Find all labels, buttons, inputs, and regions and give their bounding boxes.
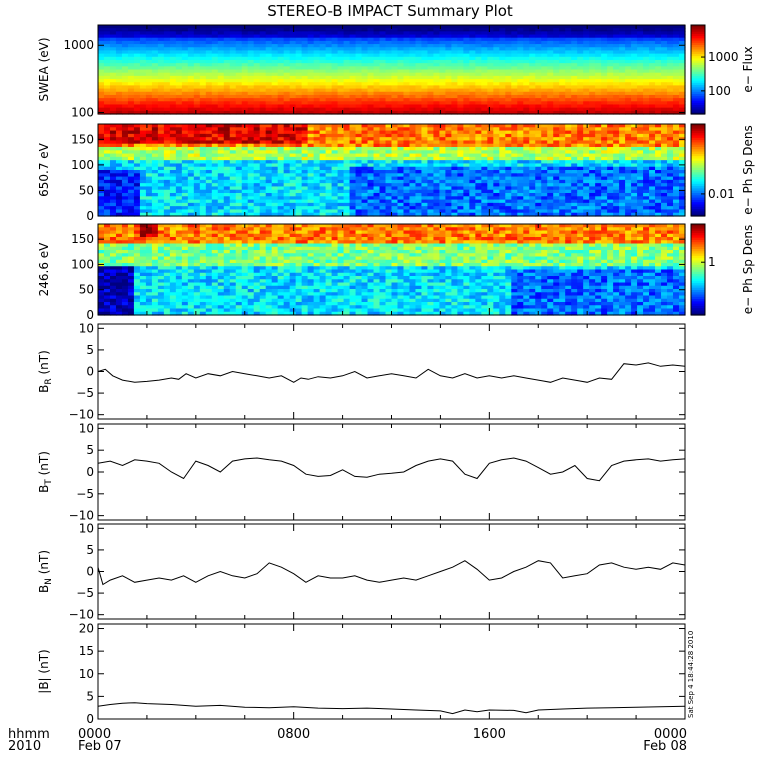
y-tick-label: −10 [69, 509, 94, 523]
y-axis-label-subscript: R [44, 378, 54, 384]
y-tick-label: 10 [79, 667, 94, 681]
spectrogram [98, 124, 686, 217]
y-tick-label: 0 [86, 365, 94, 379]
y-tick-label: 0 [86, 465, 94, 479]
date-tick-label: Feb 07 [78, 739, 122, 754]
time-tick-label: 0000 [654, 727, 687, 742]
y-axis-label-unit: (nT) [37, 649, 51, 677]
y-axis-label: BN (nT) [37, 550, 54, 593]
colorbar: 1 e− Ph Sp Dens [690, 223, 755, 316]
y-tick-label: −10 [69, 408, 94, 422]
y-tick-label: 5 [86, 543, 94, 557]
colorbar-frame [690, 223, 706, 316]
y-tick-label: −10 [69, 608, 94, 622]
panel-2: 0.01 e− Ph Sp Dens 0 50 100 150 650.7 eV [37, 123, 755, 223]
y-tick-label: 0 [86, 209, 94, 223]
colorbar-tick-label: 100 [708, 84, 731, 98]
y-axis-label: |B| (nT) [37, 649, 51, 693]
panel-frame [97, 523, 686, 620]
panel-7: 0 5 10 15 20 |B| (nT) [37, 622, 686, 726]
y-tick-label: −5 [76, 586, 94, 600]
y-axis-label-base: |B| [37, 677, 51, 693]
y-tick-label: 10 [79, 521, 94, 535]
time-tick-label: 0800 [277, 727, 310, 742]
panel-frame [97, 423, 686, 521]
time-tick-label: 1600 [473, 727, 506, 742]
panel-6: −10 −5 0 5 10 BN (nT) [37, 521, 686, 622]
colorbar-label: e− Ph Sp Dens [741, 225, 755, 314]
panel-frame [97, 323, 686, 420]
y-axis-label: BT (nT) [37, 451, 54, 493]
y-tick-label: 50 [79, 283, 94, 297]
y-tick-label: 100 [71, 106, 94, 120]
colorbar: 100 1000 e− Flux [690, 24, 755, 115]
y-tick-label: 150 [71, 232, 94, 246]
y-axis-label-base: B [37, 385, 51, 393]
y-tick-label: 5 [86, 343, 94, 357]
y-tick-label: 0 [86, 308, 94, 322]
y-tick-label: −5 [76, 386, 94, 400]
panel-3: 1 e− Ph Sp Dens 0 50 100 150 246.6 eV [37, 223, 755, 322]
y-tick-label: 100 [71, 158, 94, 172]
colorbar-tick-label: 1 [708, 255, 716, 269]
y-axis-label-subscript: T [44, 479, 54, 486]
y-tick-label: 10 [79, 321, 94, 335]
generation-timestamp: Sat Sep 4 18:44:28 2010 [687, 631, 695, 718]
y-tick-label: 5 [86, 689, 94, 703]
hhmm-label: hhmm [8, 727, 50, 742]
colorbar-label: e− Flux [741, 46, 755, 92]
y-axis-label: SWEA (eV) [37, 37, 51, 101]
y-axis-label: 650.7 eV [37, 142, 51, 197]
data-trace [97, 457, 686, 482]
spectrogram [98, 224, 686, 316]
colorbar-tick-label: 1000 [708, 50, 739, 64]
y-axis-label-base: B [37, 585, 51, 593]
y-axis-label-base: B [37, 485, 51, 493]
y-tick-label: 0 [86, 565, 94, 579]
y-tick-label: 100 [71, 257, 94, 271]
colorbar-tick-label: 0.01 [708, 187, 735, 201]
date-tick-label: Feb 08 [643, 739, 687, 754]
y-axis-label: BR (nT) [37, 350, 54, 393]
colorbar-frame [690, 24, 706, 115]
panel-5: −10 −5 0 5 10 BT (nT) [37, 421, 686, 523]
y-tick-label: 1000 [63, 38, 94, 52]
y-axis-label-unit: (nT) [37, 350, 51, 378]
colorbar: 0.01 e− Ph Sp Dens [690, 123, 755, 217]
colorbar-frame [690, 123, 706, 217]
data-trace [97, 362, 686, 383]
year-label: 2010 [8, 739, 41, 754]
time-tick-label: 0000 [78, 727, 111, 742]
y-axis-label: 246.6 eV [37, 242, 51, 297]
spectrogram [98, 25, 686, 115]
y-tick-label: 5 [86, 443, 94, 457]
y-axis-label-unit: (nT) [37, 451, 51, 479]
y-tick-label: 15 [79, 644, 94, 658]
y-axis-label-subscript: N [44, 578, 54, 585]
y-tick-label: 20 [79, 622, 94, 636]
y-tick-label: 150 [71, 132, 94, 146]
data-trace [97, 702, 686, 715]
panel-4: −10 −5 0 5 10 BR (nT) [37, 321, 686, 422]
data-trace [97, 560, 686, 586]
y-axis-label-unit: (nT) [37, 550, 51, 578]
panel-frame [97, 623, 686, 720]
y-tick-label: −5 [76, 487, 94, 501]
chart-title: STEREO-B IMPACT Summary Plot [267, 2, 513, 20]
y-tick-label: 50 [79, 183, 94, 197]
y-tick-label: 10 [79, 421, 94, 435]
y-tick-label: 0 [86, 712, 94, 726]
colorbar-label: e− Ph Sp Dens [741, 125, 755, 214]
